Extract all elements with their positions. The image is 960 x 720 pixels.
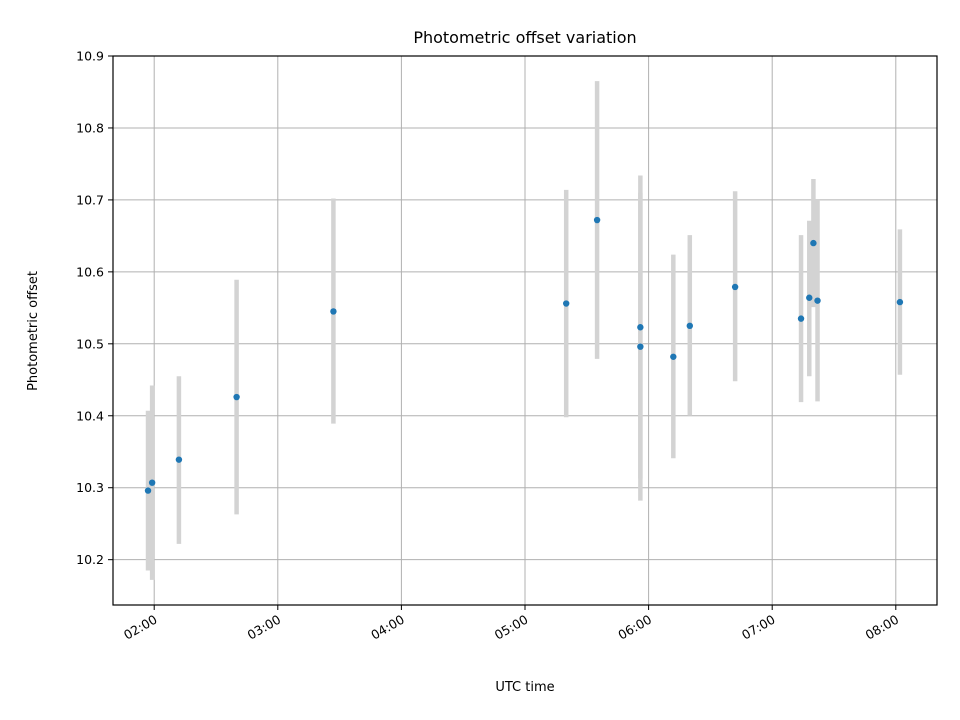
data-point xyxy=(637,343,644,350)
data-point xyxy=(806,294,813,301)
y-tick-label: 10.8 xyxy=(76,120,104,135)
data-point xyxy=(144,487,152,494)
y-tick-label: 10.9 xyxy=(76,49,104,64)
data-point xyxy=(563,300,570,307)
y-tick-label: 10.4 xyxy=(76,408,104,423)
y-tick-label: 10.6 xyxy=(76,264,104,279)
data-point xyxy=(148,479,156,486)
data-points xyxy=(144,216,904,494)
data-point xyxy=(797,315,805,322)
data-point xyxy=(686,322,693,330)
data-point xyxy=(637,324,644,331)
data-point xyxy=(731,283,739,291)
data-point xyxy=(233,393,240,401)
y-tick-label: 10.5 xyxy=(76,336,104,351)
data-point xyxy=(670,353,677,360)
x-axis-label: UTC time xyxy=(495,680,554,695)
data-point xyxy=(810,239,817,247)
y-tick-label: 10.2 xyxy=(76,552,104,567)
data-point xyxy=(330,308,337,315)
data-point xyxy=(593,216,601,224)
y-tick-label: 10.7 xyxy=(76,192,104,207)
y-tick-label: 10.3 xyxy=(76,480,104,495)
data-point xyxy=(814,297,821,304)
y-axis-label: Photometric offset xyxy=(26,271,41,391)
y-axis-ticks: 10.2 10.3 10.4 10.5 10.6 10.7 10.8 10.9 xyxy=(76,49,113,567)
chart-title: Photometric offset variation xyxy=(413,28,636,47)
data-point xyxy=(896,298,904,306)
data-point xyxy=(175,456,183,463)
